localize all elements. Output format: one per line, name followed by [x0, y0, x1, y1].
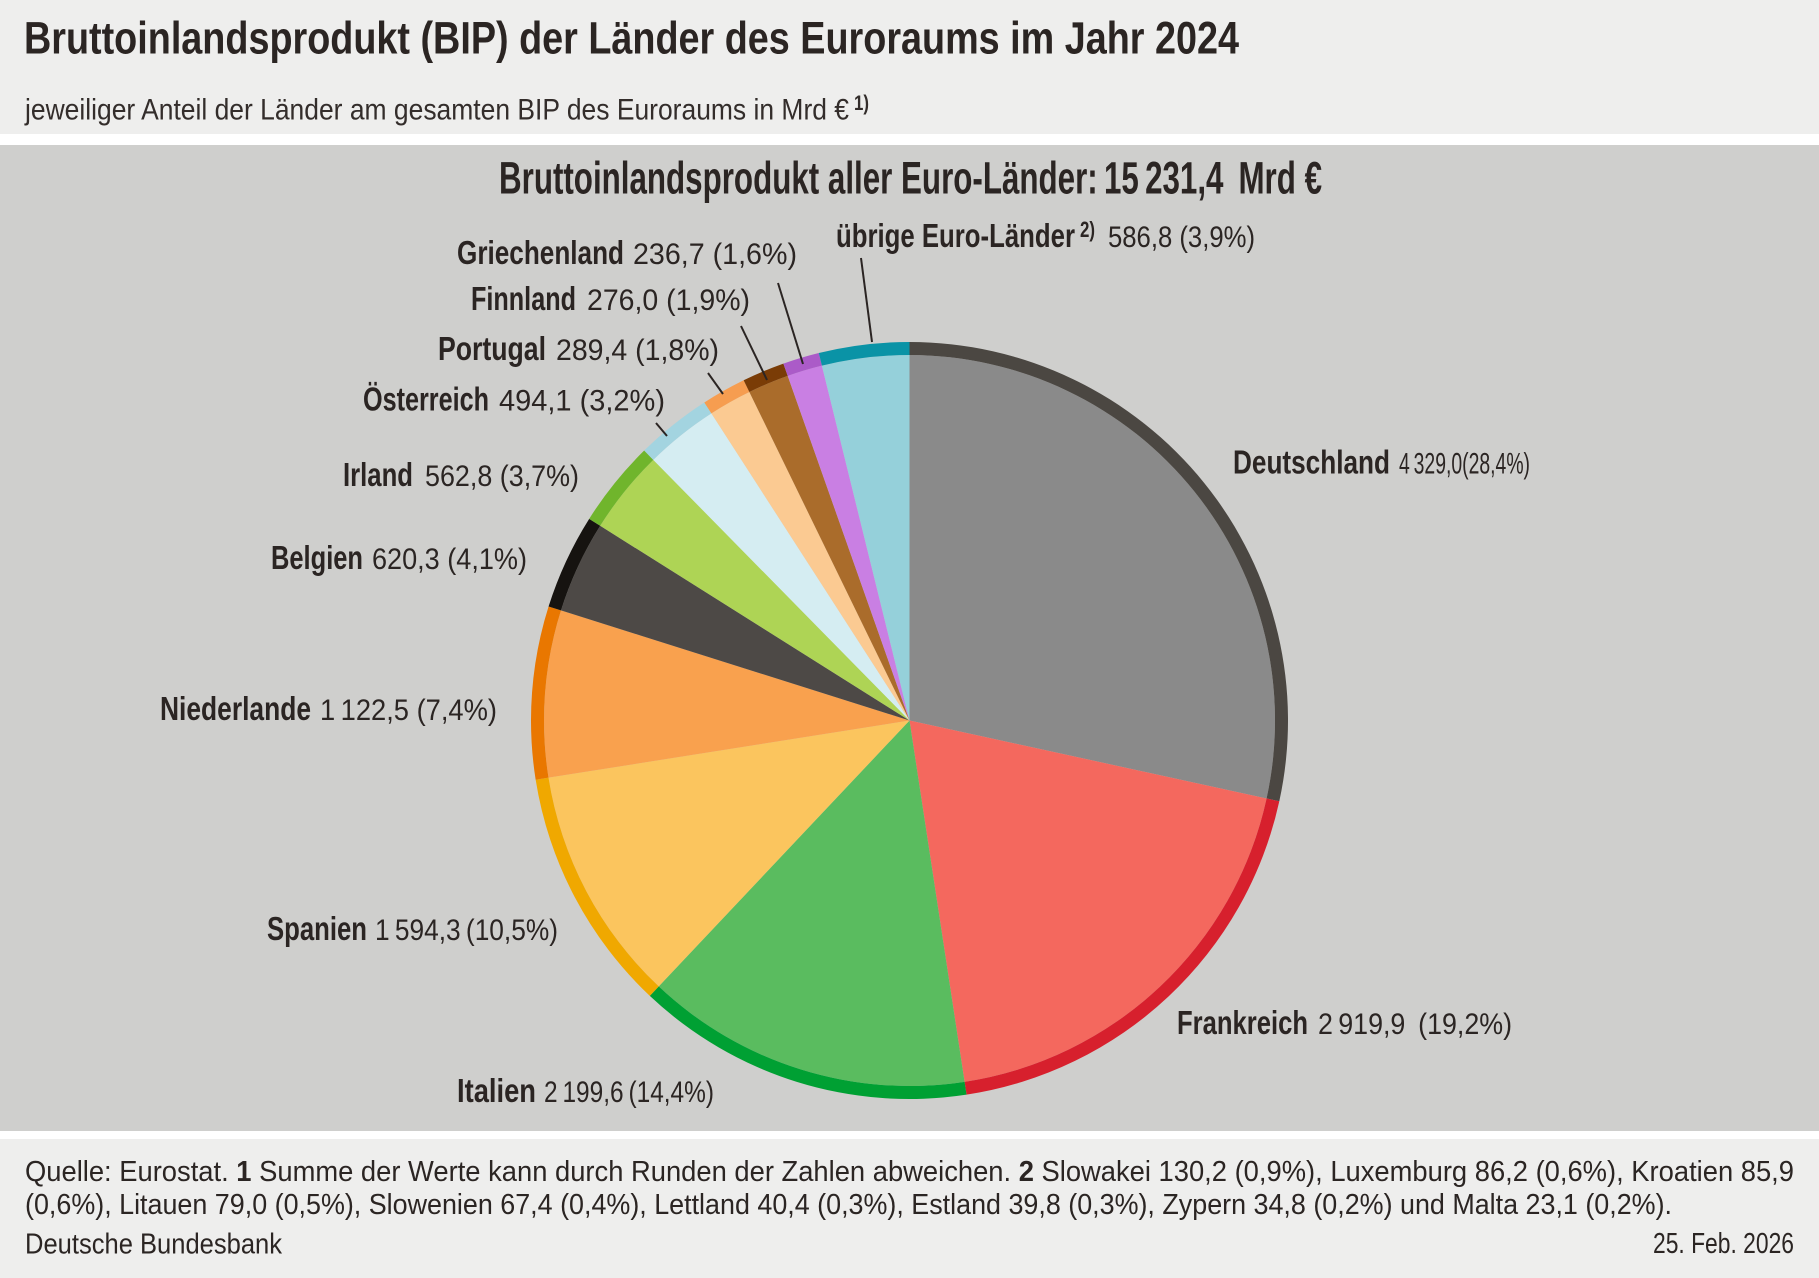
- svg-text:1): 1): [854, 92, 869, 115]
- svg-text:jeweiliger Anteil der Länder a: jeweiliger Anteil der Länder am gesamten…: [24, 94, 849, 127]
- svg-text:Griechenland: Griechenland: [457, 234, 624, 271]
- svg-text:Spanien: Spanien: [267, 910, 367, 947]
- svg-text:Deutsche Bundesbank: Deutsche Bundesbank: [25, 1229, 282, 1261]
- svg-text:4 329,0(28,4%): 4 329,0(28,4%): [1399, 448, 1530, 481]
- svg-text:Bruttoinlandsprodukt aller Eur: Bruttoinlandsprodukt aller Euro-Länder: …: [499, 153, 1322, 204]
- svg-text:Österreich: Österreich: [363, 381, 489, 418]
- svg-text:Quelle: Eurostat. 1 Summe der: Quelle: Eurostat. 1 Summe der Werte kann…: [25, 1156, 1794, 1188]
- svg-text:25. Feb. 2026: 25. Feb. 2026: [1653, 1228, 1794, 1260]
- svg-text:Bruttoinlandsprodukt (BIP) der: Bruttoinlandsprodukt (BIP) der Länder de…: [24, 13, 1239, 64]
- svg-text:620,3 (4,1%): 620,3 (4,1%): [372, 543, 527, 576]
- svg-text:562,8 (3,7%): 562,8 (3,7%): [425, 460, 579, 493]
- svg-text:Niederlande: Niederlande: [160, 690, 311, 727]
- svg-text:2 199,6 (14,4%): 2 199,6 (14,4%): [544, 1076, 714, 1109]
- svg-text:(0,6%), Litauen 79,0 (0,5%), S: (0,6%), Litauen 79,0 (0,5%), Slowenien 6…: [25, 1189, 1672, 1221]
- svg-text:289,4 (1,8%): 289,4 (1,8%): [556, 334, 719, 367]
- svg-text:Frankreich: Frankreich: [1177, 1004, 1308, 1041]
- svg-text:Deutschland: Deutschland: [1233, 444, 1390, 481]
- svg-text:Portugal: Portugal: [438, 330, 546, 367]
- svg-text:Finnland: Finnland: [471, 280, 576, 317]
- svg-text:Belgien: Belgien: [271, 539, 363, 576]
- svg-text:586,8 (3,9%): 586,8 (3,9%): [1108, 221, 1255, 254]
- svg-text:494,1 (3,2%): 494,1 (3,2%): [499, 385, 665, 418]
- svg-text:übrige Euro-Länder: übrige Euro-Länder: [836, 217, 1075, 254]
- svg-text:2 919,9 (19,2%): 2 919,9 (19,2%): [1318, 1008, 1512, 1041]
- svg-text:236,7 (1,6%): 236,7 (1,6%): [633, 238, 797, 271]
- svg-text:276,0 (1,9%): 276,0 (1,9%): [587, 284, 750, 317]
- svg-text:Italien: Italien: [457, 1072, 536, 1109]
- svg-text:1 594,3 (10,5%): 1 594,3 (10,5%): [375, 914, 558, 947]
- svg-text:1 122,5 (7,4%): 1 122,5 (7,4%): [320, 694, 497, 727]
- svg-text:Irland: Irland: [343, 456, 413, 493]
- svg-text:2): 2): [1080, 217, 1095, 242]
